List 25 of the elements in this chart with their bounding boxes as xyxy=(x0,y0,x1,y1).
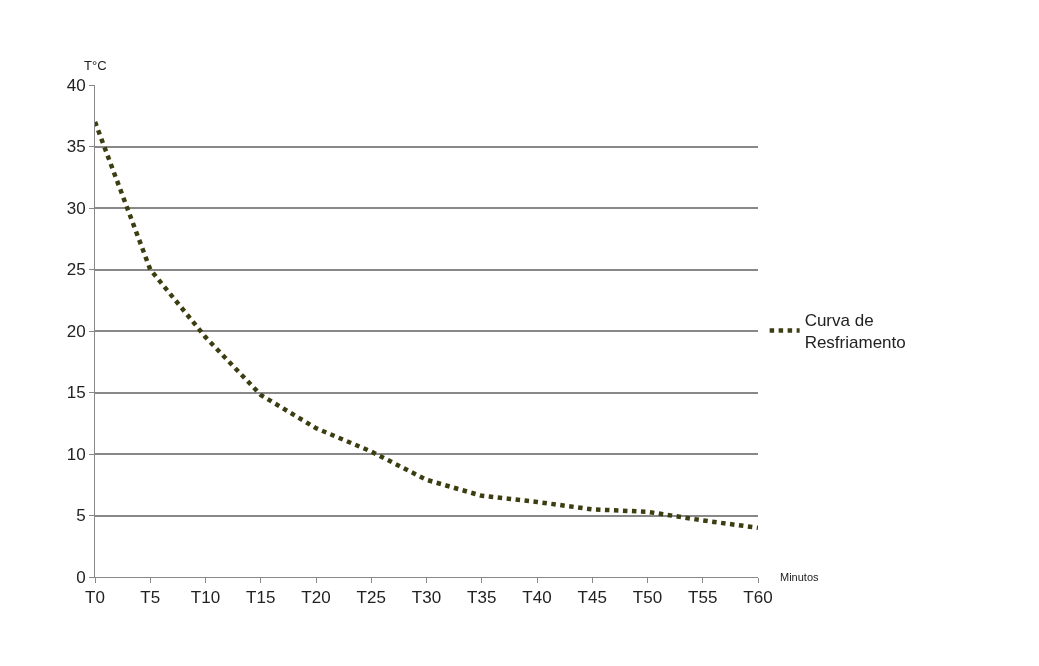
x-tick-label: T45 xyxy=(577,588,607,608)
x-tick-label: T55 xyxy=(688,588,718,608)
legend-label: Curva de Resfriamento xyxy=(804,311,906,353)
y-tick-label: 0 xyxy=(76,567,86,587)
x-tick-label: T35 xyxy=(467,588,497,608)
y-tick-label: 40 xyxy=(66,75,86,95)
x-tick-label: T0 xyxy=(85,588,105,608)
y-tick-label: 30 xyxy=(66,198,86,218)
x-tick-label: T5 xyxy=(140,588,161,608)
x-tick-label: T15 xyxy=(246,588,276,608)
x-tick-label: T10 xyxy=(190,588,221,608)
x-tick-label: T50 xyxy=(632,588,663,608)
y-tick-label: 20 xyxy=(66,321,86,341)
x-tick-label: T40 xyxy=(522,588,552,608)
y-tick-label: 10 xyxy=(66,444,86,464)
x-axis-title: Minutos xyxy=(780,571,820,583)
y-axis-title: T°C xyxy=(84,58,107,73)
x-tick-label: T30 xyxy=(411,588,442,608)
x-tick-label: T25 xyxy=(356,588,386,608)
y-tick-label: 15 xyxy=(66,383,86,403)
x-tick-label: T20 xyxy=(301,588,331,608)
y-tick-label: 25 xyxy=(66,260,86,280)
y-tick-label: 5 xyxy=(76,506,86,526)
y-tick-label: 35 xyxy=(66,137,86,157)
x-tick-label: T60 xyxy=(743,588,773,608)
